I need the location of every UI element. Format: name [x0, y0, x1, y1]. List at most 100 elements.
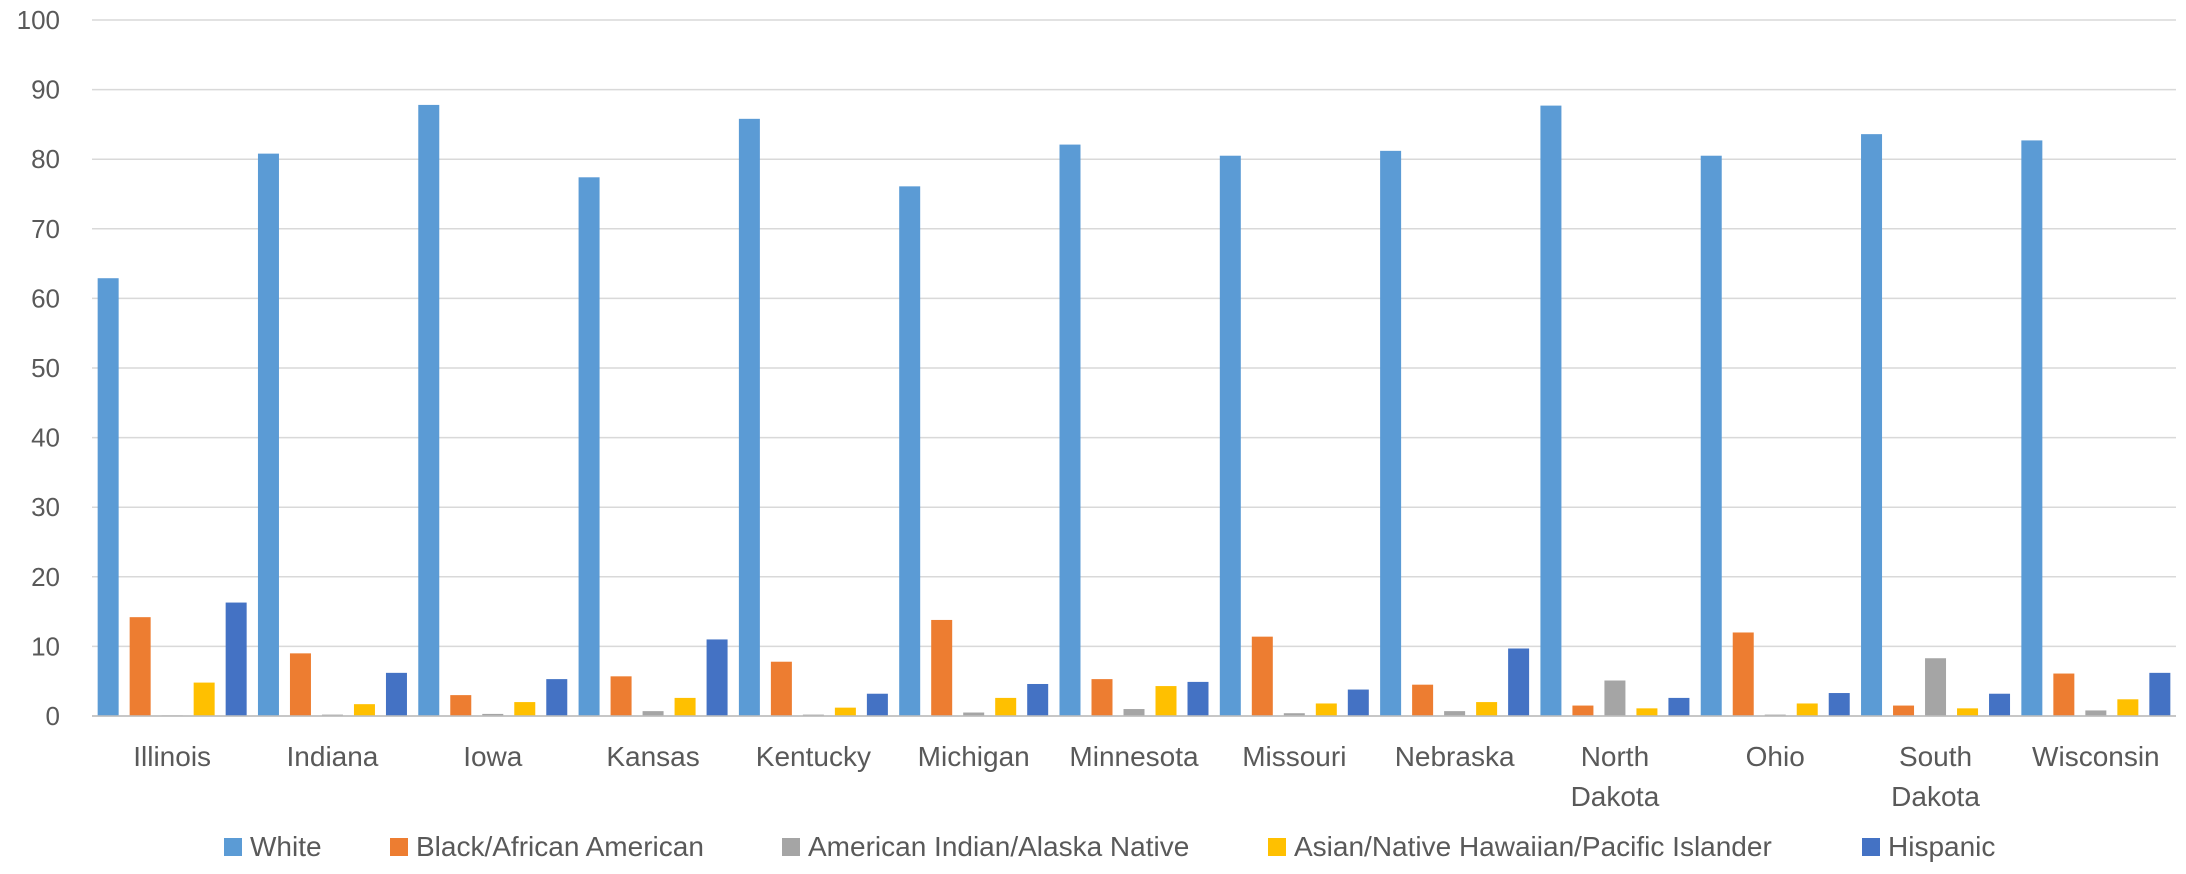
bar-white-1 — [257, 153, 279, 716]
bar-hispanic-0 — [225, 602, 247, 716]
x-category-label: Michigan — [918, 741, 1030, 772]
bar-hispanic-1 — [385, 672, 407, 716]
x-category-label: Ohio — [1746, 741, 1805, 772]
bar-hispanic-9 — [1668, 697, 1690, 716]
bar-asian-native-hawaiian-pacific-islander-11 — [1957, 708, 1979, 716]
y-tick-label: 70 — [31, 214, 60, 244]
bar-asian-native-hawaiian-pacific-islander-3 — [674, 697, 696, 716]
bar-asian-native-hawaiian-pacific-islander-5 — [995, 697, 1017, 716]
bar-black-african-american-8 — [1412, 684, 1434, 716]
bar-hispanic-8 — [1508, 648, 1530, 716]
bar-black-african-american-10 — [1732, 632, 1754, 716]
x-category-label-line: Indiana — [287, 741, 379, 772]
bar-hispanic-5 — [1027, 683, 1049, 716]
bar-black-african-american-0 — [129, 617, 151, 716]
x-category-label-line: Nebraska — [1395, 741, 1515, 772]
x-category-label-line: Dakota — [1571, 781, 1660, 812]
bar-white-4 — [738, 118, 760, 716]
bar-black-african-american-9 — [1572, 705, 1594, 716]
x-category-label-line: Minnesota — [1069, 741, 1199, 772]
bar-american-indian-alaska-native-9 — [1604, 680, 1626, 716]
bar-black-african-american-7 — [1251, 636, 1273, 716]
bar-hispanic-3 — [706, 639, 728, 716]
x-category-label-line: Michigan — [918, 741, 1030, 772]
x-category-label-line: Kentucky — [756, 741, 871, 772]
bar-black-african-american-6 — [1091, 679, 1113, 716]
y-tick-label: 90 — [31, 75, 60, 105]
bar-black-african-american-1 — [289, 653, 311, 716]
x-category-label: South Dakota — [1891, 741, 1980, 812]
x-category-label-line: Dakota — [1891, 781, 1980, 812]
bar-white-0 — [97, 278, 119, 716]
bar-american-indian-alaska-native-8 — [1444, 711, 1466, 716]
bar-black-african-american-5 — [931, 619, 953, 716]
legend-label: Asian/Native Hawaiian/Pacific Islander — [1294, 831, 1772, 862]
x-category-label: Kentucky — [756, 741, 871, 772]
legend-swatch — [224, 838, 242, 856]
bar-american-indian-alaska-native-12 — [2085, 710, 2107, 716]
legend-swatch — [1268, 838, 1286, 856]
x-category-label: Indiana — [287, 741, 379, 772]
legend: White Black/African American American Indi… — [224, 831, 1995, 862]
y-tick-label: 30 — [31, 492, 60, 522]
bar-american-indian-alaska-native-6 — [1123, 709, 1145, 716]
bar-white-12 — [2021, 140, 2043, 716]
x-category-label: Illinois — [133, 741, 211, 772]
bar-white-11 — [1861, 134, 1883, 717]
bar-asian-native-hawaiian-pacific-islander-8 — [1476, 702, 1498, 716]
y-tick-label: 60 — [31, 283, 60, 313]
bar-hispanic-7 — [1347, 689, 1369, 716]
x-category-label: Wisconsin — [2032, 741, 2160, 772]
bar-black-african-american-11 — [1893, 705, 1915, 716]
bar-hispanic-4 — [866, 693, 888, 716]
bar-american-indian-alaska-native-3 — [642, 711, 664, 716]
gridlines — [92, 19, 2176, 717]
x-axis-category-labels: Illinois Indiana Iowa Kansas Kentucky Michiga… — [133, 741, 2159, 812]
x-category-label-line: South — [1899, 741, 1972, 772]
bar-asian-native-hawaiian-pacific-islander-9 — [1636, 708, 1658, 716]
bar-american-indian-alaska-native-2 — [482, 713, 504, 716]
y-tick-label: 100 — [17, 5, 60, 35]
bar-black-african-american-12 — [2053, 673, 2075, 716]
bar-asian-native-hawaiian-pacific-islander-10 — [1796, 703, 1818, 716]
x-category-label-line: Missouri — [1242, 741, 1346, 772]
bar-white-8 — [1380, 150, 1402, 716]
bar-white-2 — [418, 104, 440, 717]
bars — [92, 104, 2176, 717]
y-tick-label: 20 — [31, 562, 60, 592]
x-category-label: Nebraska — [1395, 741, 1515, 772]
y-tick-label: 80 — [31, 144, 60, 174]
x-category-label-line: Kansas — [606, 741, 699, 772]
legend-label: American Indian/Alaska Native — [808, 831, 1189, 862]
y-axis-tick-labels: 0 10 20 30 40 50 60 70 80 90 100 — [17, 5, 60, 731]
bar-american-indian-alaska-native-11 — [1925, 658, 1947, 716]
x-category-label: North Dakota — [1571, 741, 1660, 812]
bar-asian-native-hawaiian-pacific-islander-12 — [2117, 699, 2139, 716]
y-tick-label: 10 — [31, 631, 60, 661]
bar-hispanic-11 — [1989, 693, 2011, 716]
x-category-label: Kansas — [606, 741, 699, 772]
bar-white-6 — [1059, 144, 1081, 717]
bar-hispanic-10 — [1828, 693, 1850, 716]
bar-hispanic-6 — [1187, 681, 1209, 716]
y-tick-label: 0 — [46, 701, 60, 731]
x-category-label-line: Ohio — [1746, 741, 1805, 772]
x-category-label-line: Iowa — [463, 741, 523, 772]
legend-label: Hispanic — [1888, 831, 1995, 862]
bar-american-indian-alaska-native-7 — [1283, 713, 1305, 716]
y-tick-label: 50 — [31, 353, 60, 383]
bar-white-3 — [578, 177, 600, 716]
y-tick-label: 40 — [31, 423, 60, 453]
legend-swatch — [390, 838, 408, 856]
bar-hispanic-2 — [546, 679, 568, 716]
x-category-label: Iowa — [463, 741, 523, 772]
x-category-label: Missouri — [1242, 741, 1346, 772]
bar-white-5 — [899, 186, 921, 716]
bar-asian-native-hawaiian-pacific-islander-1 — [353, 704, 375, 716]
x-category-label-line: Illinois — [133, 741, 211, 772]
x-category-label-line: North — [1581, 741, 1649, 772]
bar-asian-native-hawaiian-pacific-islander-7 — [1315, 703, 1337, 716]
legend-label: White — [250, 831, 322, 862]
bar-black-african-american-2 — [450, 695, 472, 716]
